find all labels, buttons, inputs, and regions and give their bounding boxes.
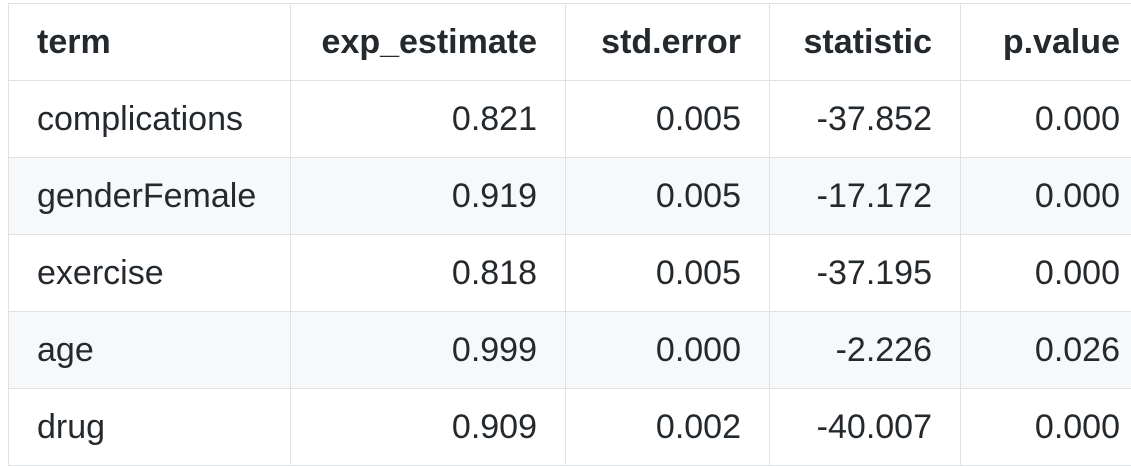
header-statistic: statistic [770, 4, 961, 81]
results-table-container: term exp_estimate std.error statistic p.… [8, 3, 1131, 466]
cell-std-error: 0.005 [566, 158, 770, 235]
table-row: exercise 0.818 0.005 -37.195 0.000 [9, 235, 1131, 312]
cell-term: complications [9, 81, 291, 158]
table-row: age 0.999 0.000 -2.226 0.026 [9, 312, 1131, 389]
table-body: complications 0.821 0.005 -37.852 0.000 … [9, 81, 1131, 466]
cell-p-value: 0.000 [961, 235, 1131, 312]
header-std-error: std.error [566, 4, 770, 81]
cell-exp-estimate: 0.818 [291, 235, 566, 312]
cell-statistic: -40.007 [770, 389, 961, 466]
cell-term: drug [9, 389, 291, 466]
cell-std-error: 0.000 [566, 312, 770, 389]
cell-term: age [9, 312, 291, 389]
cell-std-error: 0.005 [566, 235, 770, 312]
header-p-value: p.value [961, 4, 1131, 81]
cell-exp-estimate: 0.919 [291, 158, 566, 235]
table-row: genderFemale 0.919 0.005 -17.172 0.000 [9, 158, 1131, 235]
cell-p-value: 0.026 [961, 312, 1131, 389]
cell-std-error: 0.002 [566, 389, 770, 466]
cell-statistic: -2.226 [770, 312, 961, 389]
cell-p-value: 0.000 [961, 81, 1131, 158]
results-table: term exp_estimate std.error statistic p.… [8, 3, 1131, 466]
cell-term: genderFemale [9, 158, 291, 235]
header-row: term exp_estimate std.error statistic p.… [9, 4, 1131, 81]
cell-exp-estimate: 0.909 [291, 389, 566, 466]
cell-p-value: 0.000 [961, 389, 1131, 466]
header-term: term [9, 4, 291, 81]
table-row: complications 0.821 0.005 -37.852 0.000 [9, 81, 1131, 158]
header-exp-estimate: exp_estimate [291, 4, 566, 81]
cell-std-error: 0.005 [566, 81, 770, 158]
table-header: term exp_estimate std.error statistic p.… [9, 4, 1131, 81]
cell-exp-estimate: 0.821 [291, 81, 566, 158]
cell-exp-estimate: 0.999 [291, 312, 566, 389]
cell-statistic: -37.852 [770, 81, 961, 158]
cell-term: exercise [9, 235, 291, 312]
table-row: drug 0.909 0.002 -40.007 0.000 [9, 389, 1131, 466]
cell-statistic: -17.172 [770, 158, 961, 235]
cell-statistic: -37.195 [770, 235, 961, 312]
cell-p-value: 0.000 [961, 158, 1131, 235]
